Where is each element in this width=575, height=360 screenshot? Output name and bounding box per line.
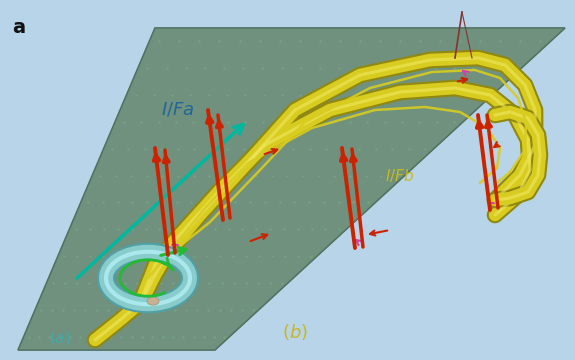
Text: $\it{(b)}$: $\it{(b)}$: [282, 322, 308, 342]
Text: a: a: [12, 18, 25, 37]
Ellipse shape: [147, 297, 159, 305]
Text: $\it{I/Fb}$: $\it{I/Fb}$: [385, 166, 415, 184]
Text: $\it{I/Fa}$: $\it{I/Fa}$: [161, 101, 195, 119]
Text: $\it{(a)}$: $\it{(a)}$: [49, 329, 71, 347]
Polygon shape: [18, 28, 565, 350]
Polygon shape: [18, 28, 565, 350]
